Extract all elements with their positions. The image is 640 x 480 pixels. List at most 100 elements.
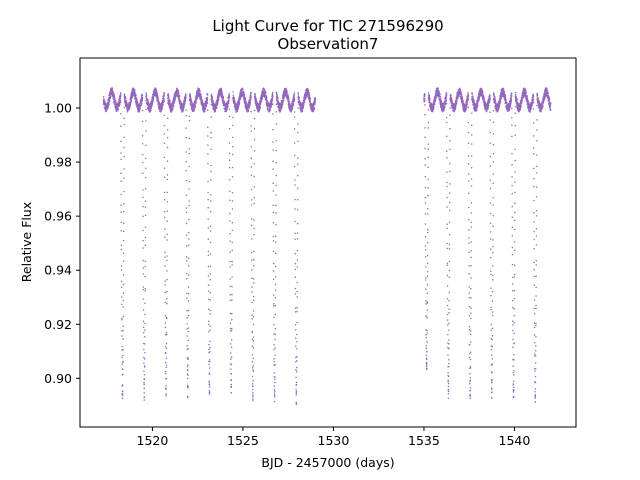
data-point (172, 105, 175, 107)
data-point (107, 107, 109, 109)
data-point (295, 394, 297, 396)
data-point (231, 327, 233, 330)
data-point (425, 288, 427, 290)
data-point (424, 113, 426, 116)
data-point (294, 232, 296, 235)
data-point (207, 250, 210, 253)
data-point (460, 91, 462, 94)
data-point (207, 206, 209, 209)
data-point (186, 373, 189, 375)
data-point (175, 95, 177, 98)
data-point (120, 204, 122, 206)
data-point (157, 97, 159, 99)
data-point (253, 250, 255, 253)
data-point (164, 216, 166, 219)
data-point (187, 274, 190, 276)
data-point (297, 131, 299, 134)
data-point (295, 383, 298, 386)
data-point (230, 383, 233, 386)
data-point (123, 203, 125, 205)
data-point (169, 100, 171, 103)
data-point (215, 106, 218, 109)
data-point (427, 156, 429, 159)
data-point (449, 148, 451, 151)
data-point (231, 285, 233, 288)
data-point (120, 211, 123, 213)
data-point (120, 125, 122, 127)
data-point (163, 156, 166, 158)
data-point (232, 124, 234, 127)
data-point (264, 91, 267, 93)
data-point (229, 352, 232, 354)
data-point (150, 109, 152, 111)
data-point (187, 327, 190, 329)
data-point (122, 348, 124, 351)
data-point (186, 328, 188, 330)
data-point (157, 95, 159, 97)
data-point (444, 105, 446, 108)
data-point (426, 341, 428, 343)
data-point (143, 366, 146, 368)
data-point (236, 110, 239, 112)
data-point (250, 157, 253, 159)
data-point (424, 235, 427, 238)
data-point (121, 384, 124, 386)
data-point (152, 97, 155, 100)
data-point (122, 274, 125, 276)
data-point (160, 110, 162, 113)
data-point (230, 386, 233, 388)
data-point (121, 319, 123, 321)
data-point (185, 136, 187, 139)
data-point (447, 354, 449, 356)
data-point (189, 93, 191, 95)
data-point (272, 128, 274, 131)
data-point (206, 109, 209, 111)
data-point (272, 168, 274, 170)
data-point (140, 102, 143, 104)
data-point (188, 218, 190, 221)
data-point (145, 167, 147, 170)
data-point (177, 90, 180, 92)
data-point (425, 362, 428, 365)
data-point (121, 356, 123, 359)
data-point (427, 207, 429, 210)
data-point (273, 394, 276, 397)
data-point (185, 127, 187, 129)
data-point (207, 308, 210, 310)
data-point (143, 378, 146, 381)
data-point (446, 157, 448, 159)
data-point (252, 391, 254, 394)
data-point (293, 92, 296, 94)
data-point (165, 333, 168, 336)
data-point (187, 364, 189, 366)
data-point (272, 211, 275, 214)
data-point (114, 100, 117, 102)
data-point (207, 254, 210, 257)
data-point (164, 352, 167, 355)
data-point (210, 116, 212, 118)
data-point (253, 202, 255, 205)
data-point (313, 107, 316, 109)
data-point (119, 92, 122, 95)
data-point (448, 311, 450, 314)
data-point (448, 269, 451, 272)
data-point (141, 98, 144, 101)
data-point (229, 343, 232, 345)
data-point (251, 345, 254, 347)
data-point (139, 107, 141, 109)
data-point (113, 93, 115, 95)
data-point (144, 275, 146, 278)
data-point (207, 284, 210, 286)
data-point (294, 198, 296, 201)
data-point (274, 347, 276, 349)
data-point (427, 148, 429, 150)
data-point (270, 106, 272, 108)
data-point (143, 348, 145, 351)
data-point (166, 129, 169, 131)
data-point (163, 92, 165, 95)
data-point (165, 393, 167, 395)
data-point (144, 176, 147, 179)
data-point (165, 332, 168, 334)
data-point (450, 95, 452, 97)
data-point (427, 166, 429, 169)
